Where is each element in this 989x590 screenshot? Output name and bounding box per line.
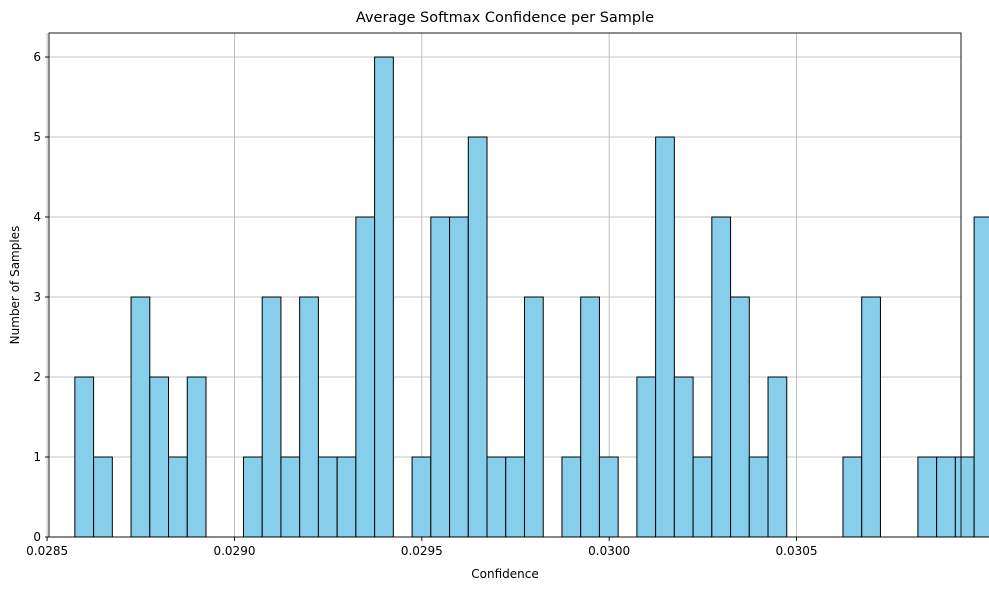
histogram-bar [655,136,675,538]
histogram-bar [336,456,357,538]
histogram-bar [730,296,750,538]
x-tick-label: 0.0295 [401,544,443,558]
histogram-bar [449,216,469,538]
x-tick-label: 0.0290 [213,544,255,558]
histogram-bar [486,456,507,538]
histogram-bar [130,296,151,538]
histogram-bar [936,456,956,538]
histogram-bar [598,456,619,538]
histogram-bar [149,376,170,538]
histogram-bar [374,56,394,538]
y-tick-label: 0 [33,530,41,544]
histogram-bar [93,456,113,538]
histogram-bar [711,216,732,538]
histogram-bar [261,296,282,538]
x-tick-label: 0.0300 [588,544,630,558]
histogram-bar [973,216,989,538]
x-axis-ticks: 0.0285 0.0290 0.0295 0.0300 0.0305 [26,537,818,558]
histogram-bar [505,456,525,538]
histogram-bar [561,456,582,538]
y-tick-label: 2 [33,370,41,384]
y-axis-label: Number of Samples [8,226,22,345]
y-tick-label: 3 [33,290,41,304]
histogram-bar [74,376,95,538]
x-axis-label: Confidence [471,567,538,581]
histogram-bar [317,456,338,538]
y-axis-ticks: 0 1 2 3 4 5 6 [33,50,49,544]
histogram-bar [168,456,188,538]
histogram-bar [280,456,301,538]
axes [48,32,962,538]
histogram-bar [842,456,863,538]
x-tick-label: 0.0285 [26,544,68,558]
histogram-bar [636,376,657,538]
histogram-bar [355,216,376,538]
plot-frame [48,32,962,538]
histogram-bar [954,456,975,538]
y-tick-label: 1 [33,450,41,464]
histogram-bar [748,456,769,538]
histogram-bar [523,296,544,538]
histogram-bar [673,376,694,538]
histogram-bar [411,456,432,538]
histogram-bar [467,136,488,538]
histogram-bar [767,376,788,538]
histogram-bar [861,296,881,538]
y-tick-label: 4 [33,210,41,224]
y-tick-label: 6 [33,50,41,64]
histogram-bar [242,456,263,538]
y-tick-label: 5 [33,130,41,144]
histogram-bar [917,456,938,538]
histogram-bar [692,456,713,538]
chart-title: Average Softmax Confidence per Sample [356,10,654,26]
histogram-bar [186,376,207,538]
histogram-bars [74,56,989,538]
x-tick-label: 0.0305 [776,544,818,558]
histogram-bar [580,296,600,538]
histogram-bar [430,216,451,538]
histogram-bar [299,296,319,538]
